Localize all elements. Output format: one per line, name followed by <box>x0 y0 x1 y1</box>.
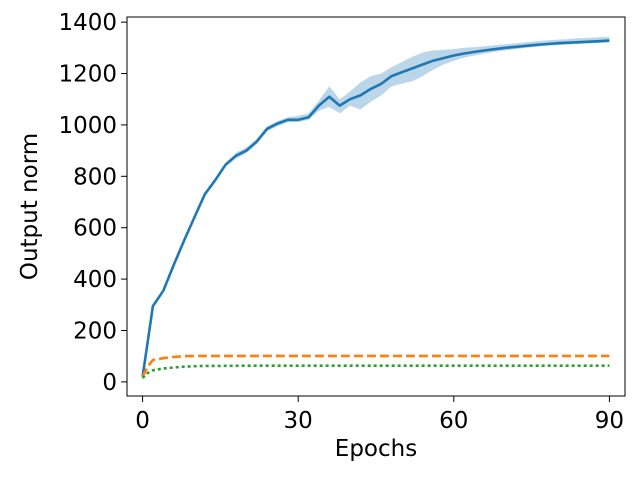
x-tick-label: 90 <box>595 408 624 434</box>
y-axis-label: Output norm <box>17 133 43 280</box>
x-tick-label: 60 <box>439 408 468 434</box>
y-tick-label: 1400 <box>58 10 117 36</box>
y-tick-label: 600 <box>73 216 117 242</box>
x-axis-ticks: 0 30 60 90 <box>135 396 624 434</box>
y-tick-label: 1200 <box>58 62 117 88</box>
y-tick-label: 800 <box>73 164 117 190</box>
y-axis-ticks: 0 200 400 600 800 1000 1200 1400 <box>58 10 127 396</box>
series-2-line <box>141 354 610 378</box>
y-tick-label: 200 <box>73 318 117 344</box>
x-tick-label: 0 <box>135 408 150 434</box>
series-3-line <box>141 364 610 379</box>
plot-frame <box>126 16 626 397</box>
x-tick-label: 30 <box>284 408 313 434</box>
x-axis-label: Epochs <box>335 436 417 462</box>
y-tick-label: 0 <box>102 370 117 396</box>
y-tick-label: 400 <box>73 267 117 293</box>
series-1-line <box>141 39 610 377</box>
y-tick-label: 1000 <box>58 113 117 139</box>
series-lines-layer <box>141 39 610 379</box>
